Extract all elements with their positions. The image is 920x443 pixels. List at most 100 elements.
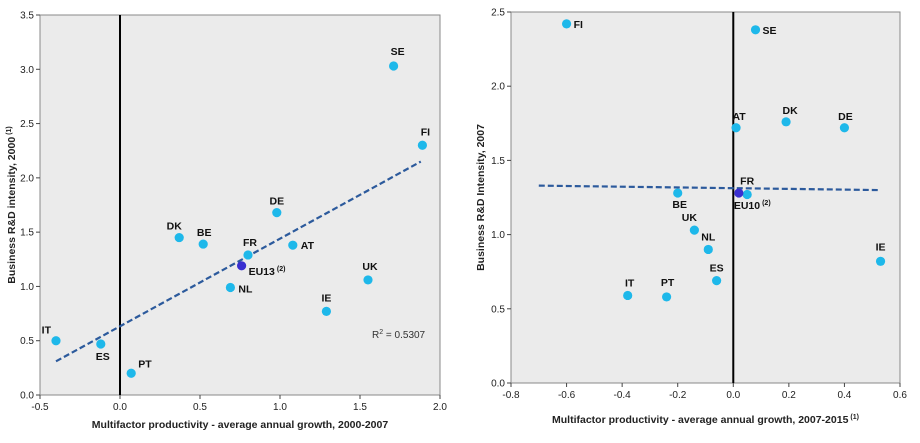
point-label-ie: IE bbox=[876, 241, 886, 253]
point-label-text: UK bbox=[682, 212, 698, 224]
x-tick-label: -0.5 bbox=[31, 402, 49, 413]
point-label-text: NL bbox=[238, 284, 253, 296]
point-label-text: IE bbox=[321, 292, 331, 304]
y-axis-label: Business R&D intensity, 2000 (1) bbox=[6, 126, 18, 283]
point-label-text: FI bbox=[574, 19, 583, 31]
y-tick-label: 1.0 bbox=[491, 230, 505, 241]
data-point-nl bbox=[703, 244, 713, 255]
point-label-text: ES bbox=[710, 263, 724, 275]
data-point-de bbox=[272, 208, 282, 218]
point-label-text: AT bbox=[301, 240, 315, 252]
point-label-de: DE bbox=[270, 196, 285, 208]
data-point-es bbox=[712, 276, 722, 286]
point-label-fi: FI bbox=[421, 126, 430, 138]
point-label-text: SE bbox=[391, 46, 405, 58]
data-point-pt bbox=[662, 292, 672, 302]
data-point-dk bbox=[174, 232, 184, 243]
x-tick-label: 1.5 bbox=[353, 402, 367, 413]
point-label-dk: DK bbox=[167, 221, 183, 233]
point-label-text: DE bbox=[270, 196, 285, 208]
data-point-ie bbox=[875, 256, 886, 266]
data-point-pt bbox=[126, 368, 136, 378]
r-squared-annotation: R2 = 0.5307 bbox=[372, 329, 426, 341]
data-point-es bbox=[96, 339, 106, 349]
data-point-it bbox=[51, 336, 61, 346]
point-label-se: SE bbox=[763, 25, 777, 37]
point-label-es: ES bbox=[96, 351, 110, 363]
point-label-se: SE bbox=[391, 46, 405, 58]
point-label-uk: UK bbox=[362, 261, 378, 273]
point-label-text: IT bbox=[625, 277, 635, 289]
point-label-text: UK bbox=[362, 261, 378, 273]
point-label-fr: FR bbox=[243, 237, 257, 249]
data-point-it bbox=[623, 290, 633, 301]
x-axis-label-text: Multifactor productivity - average annua… bbox=[552, 414, 849, 426]
point-label-sup: (2) bbox=[277, 266, 286, 273]
point-label-nl: NL bbox=[238, 284, 253, 296]
point-label-sup: (2) bbox=[762, 200, 771, 207]
y-tick-label: 2.0 bbox=[20, 173, 34, 184]
y-tick-label: 1.0 bbox=[20, 282, 34, 293]
point-label-fr: FR bbox=[740, 176, 754, 188]
point-label-at: AT bbox=[732, 111, 746, 123]
data-point-eu10 bbox=[734, 188, 744, 198]
x-tick-label: 0.0 bbox=[113, 402, 127, 413]
x-tick-label: -0.8 bbox=[502, 390, 520, 401]
point-label-text: FR bbox=[740, 176, 754, 188]
point-label-pt: PT bbox=[661, 277, 675, 289]
x-axis-label-text: Multifactor productivity - average annua… bbox=[92, 419, 389, 431]
point-label-text: IT bbox=[42, 325, 52, 337]
point-label-nl: NL bbox=[701, 231, 716, 243]
y-tick-label: 0.5 bbox=[20, 336, 34, 347]
point-label-text: BE bbox=[197, 227, 212, 239]
y-tick-label: 3.0 bbox=[20, 65, 34, 76]
point-label-eu13: EU13 (2) bbox=[249, 266, 286, 278]
x-tick-label: 0.0 bbox=[726, 390, 740, 401]
data-point-eu13 bbox=[237, 261, 247, 271]
chart-left: -0.5 0.0 0.5 1.0 1.5 2.0 0.0 0.5 1.0 1.5 2.0 2.5 3.0… bbox=[0, 0, 450, 438]
y-tick-label: 1.5 bbox=[20, 228, 34, 239]
data-point-fi bbox=[561, 19, 572, 29]
scatter-chart-right: -0.8 -0.6 -0.4 -0.2 0.0 0.2 0.4 0.6 0.0 0.5 1.0 1.5… bbox=[475, 8, 907, 427]
x-tick-label: 0.2 bbox=[782, 390, 796, 401]
r-squared-r: R bbox=[372, 330, 379, 341]
x-tick-label: 0.6 bbox=[893, 390, 907, 401]
point-label-de: DE bbox=[838, 111, 853, 123]
point-label-text: PT bbox=[661, 277, 675, 289]
point-label-text: PT bbox=[138, 358, 152, 370]
y-tick-label: 3.5 bbox=[20, 11, 34, 22]
x-tick-label: -0.6 bbox=[558, 390, 576, 401]
data-point-fi bbox=[417, 140, 427, 150]
point-label-text: ES bbox=[96, 351, 110, 363]
point-label-be: BE bbox=[672, 199, 687, 211]
y-tick-label: 0.0 bbox=[491, 379, 505, 390]
point-label-at: AT bbox=[301, 240, 315, 252]
y-axis-label-sup: (1) bbox=[6, 126, 13, 135]
point-label-text: DK bbox=[782, 105, 798, 117]
point-label-text: DE bbox=[838, 111, 853, 123]
data-point-de bbox=[839, 123, 850, 133]
data-point-nl bbox=[225, 282, 235, 293]
y-tick-label: 2.5 bbox=[491, 8, 505, 19]
point-label-text: NL bbox=[701, 231, 716, 243]
x-axis-label-sup: (1) bbox=[850, 414, 859, 421]
point-label-text: EU13 bbox=[249, 266, 275, 278]
data-point-dk bbox=[781, 117, 791, 127]
y-tick-label: 1.5 bbox=[491, 156, 505, 167]
r-squared-sup: 2 bbox=[379, 329, 383, 336]
y-tick-label: 0.5 bbox=[491, 304, 505, 315]
point-label-eu10: EU10 (2) bbox=[734, 200, 771, 212]
point-label-text: IE bbox=[876, 241, 886, 253]
point-label-text: DK bbox=[167, 221, 183, 233]
trend-line bbox=[538, 184, 881, 192]
trend-line bbox=[55, 160, 422, 363]
chart-right: -0.8 -0.6 -0.4 -0.2 0.0 0.2 0.4 0.6 0.0 0.5 1.0 1.5… bbox=[466, 0, 920, 438]
data-point-uk bbox=[689, 225, 699, 235]
scatter-chart-left: -0.5 0.0 0.5 1.0 1.5 2.00.00.51.01.52.02.53.0… bbox=[6, 11, 447, 432]
x-axis-label: Multifactor productivity - average annua… bbox=[552, 414, 859, 426]
point-label-be: BE bbox=[197, 227, 212, 239]
data-point-be bbox=[673, 188, 683, 198]
x-tick-label: 2.0 bbox=[433, 402, 447, 413]
data-point-at bbox=[288, 240, 298, 250]
plot-area bbox=[510, 11, 901, 384]
